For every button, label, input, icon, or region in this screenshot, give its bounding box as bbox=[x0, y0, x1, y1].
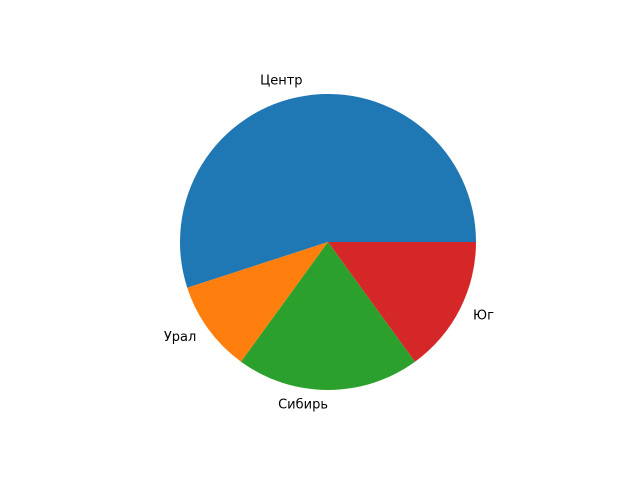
slice-label: Центр bbox=[260, 74, 302, 89]
slice-label: Сибирь bbox=[278, 397, 328, 412]
slice-label: Юг bbox=[473, 308, 494, 323]
pie-labels: Центр Урал Сибирь Юг bbox=[164, 74, 494, 413]
pie-slice-1 bbox=[187, 242, 328, 362]
pie-slice-2 bbox=[241, 242, 415, 390]
pie-slices bbox=[180, 94, 477, 390]
slice-label: Урал bbox=[164, 330, 196, 345]
pie-slice-3 bbox=[328, 242, 476, 362]
pie-slice-0 bbox=[180, 94, 477, 288]
